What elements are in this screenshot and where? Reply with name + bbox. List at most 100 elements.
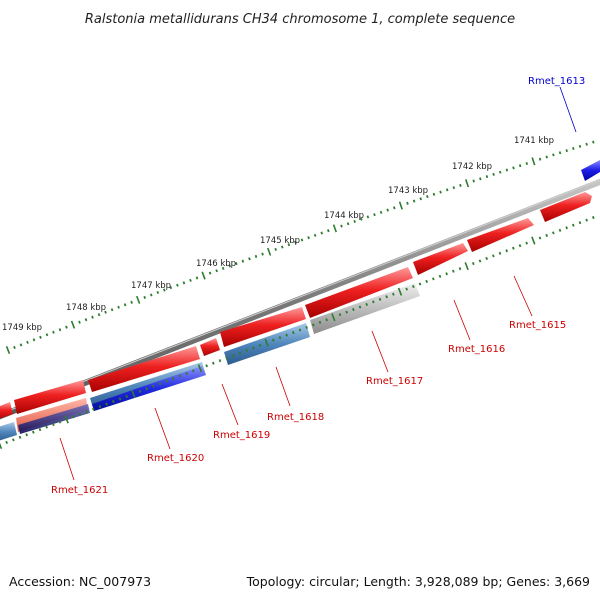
minor-tick — [325, 318, 328, 322]
minor-tick — [385, 295, 388, 299]
major-tick — [201, 271, 206, 280]
gene-arrow[interactable] — [467, 218, 534, 252]
minor-tick — [19, 343, 23, 347]
minor-tick — [78, 320, 81, 324]
gene-arrow[interactable] — [413, 243, 468, 275]
minor-tick — [91, 315, 94, 319]
minor-tick — [158, 382, 162, 386]
minor-tick — [518, 164, 522, 168]
gene-arrow[interactable] — [540, 192, 592, 222]
minor-tick — [39, 335, 42, 339]
gene-arrow[interactable] — [220, 307, 306, 347]
major-tick — [5, 345, 11, 355]
accession-text: Accession: NC_007973 — [9, 574, 151, 589]
minor-tick — [294, 240, 297, 244]
forward-gene-track — [0, 192, 592, 420]
minor-tick — [545, 233, 548, 237]
minor-tick — [312, 323, 315, 327]
minor-tick — [558, 151, 562, 155]
minor-tick — [592, 216, 595, 220]
minor-tick — [145, 387, 148, 391]
minor-tick — [300, 238, 304, 242]
minor-tick — [110, 308, 114, 312]
kbp-label: 1745 kbp — [260, 236, 300, 246]
gene-label-rmet-1615[interactable]: Rmet_1615 — [509, 320, 566, 331]
gene-labels: Rmet_1613 Rmet_1615 Rmet_1616 Rmet_1617 … — [51, 76, 585, 496]
gene-label-rmet-1620[interactable]: Rmet_1620 — [147, 453, 204, 464]
minor-tick — [305, 325, 308, 329]
minor-tick — [472, 262, 475, 266]
minor-tick — [386, 208, 389, 212]
minor-tick — [221, 266, 225, 270]
minor-tick — [338, 313, 342, 317]
major-tick — [197, 364, 203, 373]
minor-tick — [438, 274, 442, 278]
gene-label-rmet-1616[interactable]: Rmet_1616 — [448, 344, 505, 355]
major-tick — [331, 313, 336, 322]
minor-tick — [105, 402, 108, 406]
minor-tick — [238, 351, 242, 355]
inner-scale-ticks — [0, 216, 595, 450]
kbp-label: 1744 kbp — [324, 211, 364, 221]
minor-tick — [352, 308, 355, 312]
gene-rmet-1613[interactable] — [581, 160, 600, 181]
minor-tick — [358, 305, 362, 309]
minor-tick — [182, 281, 186, 285]
gene-arrow[interactable] — [305, 267, 413, 318]
minor-tick — [412, 285, 415, 289]
minor-tick — [65, 325, 68, 329]
minor-tick — [208, 271, 212, 275]
gene-arrow[interactable] — [14, 380, 86, 414]
minor-tick — [215, 269, 218, 273]
gene-arrow[interactable] — [0, 402, 13, 420]
minor-tick — [307, 236, 310, 240]
minor-tick — [12, 438, 15, 442]
minor-tick — [485, 256, 488, 260]
minor-tick — [426, 195, 429, 199]
kbp-labels: 1741 kbp 1742 kbp 1743 kbp 1744 kbp 1745… — [2, 136, 554, 333]
minor-tick — [552, 231, 555, 235]
minor-tick — [38, 428, 42, 432]
minor-tick — [320, 231, 324, 235]
minor-tick — [505, 168, 509, 172]
minor-tick — [525, 162, 529, 166]
minor-tick — [78, 412, 82, 416]
minor-tick — [272, 338, 275, 342]
gene-label-rmet-1619[interactable]: Rmet_1619 — [213, 430, 270, 441]
minor-tick — [552, 153, 555, 157]
minor-tick — [478, 259, 482, 263]
minor-tick — [392, 292, 395, 296]
minor-tick — [485, 175, 489, 179]
gene-arrow[interactable] — [0, 422, 17, 442]
minor-tick — [178, 374, 182, 378]
gene-arrow[interactable] — [88, 346, 200, 392]
minor-tick — [592, 140, 595, 144]
minor-tick — [558, 228, 562, 232]
minor-tick — [26, 340, 29, 344]
minor-tick — [340, 224, 343, 228]
gene-label-rmet-1618[interactable]: Rmet_1618 — [267, 412, 324, 423]
minor-tick — [228, 264, 232, 268]
minor-tick — [578, 221, 582, 225]
minor-tick — [97, 313, 101, 317]
major-tick — [131, 389, 136, 398]
minor-tick — [104, 310, 107, 314]
minor-tick — [459, 183, 462, 187]
major-tick — [264, 338, 269, 347]
minor-tick — [445, 272, 448, 276]
minor-tick — [225, 356, 228, 360]
minor-tick — [45, 425, 48, 429]
minor-tick — [185, 371, 188, 375]
gene-label-rmet-1621[interactable]: Rmet_1621 — [51, 485, 108, 496]
minor-tick — [130, 300, 133, 304]
gene-arrow[interactable] — [200, 338, 220, 356]
gene-arrow[interactable] — [310, 283, 420, 334]
minor-tick — [172, 377, 175, 381]
minor-tick — [512, 166, 515, 170]
gene-arrow[interactable] — [18, 404, 90, 434]
minor-tick — [572, 146, 575, 150]
minor-tick — [52, 330, 55, 334]
minor-tick — [498, 170, 502, 174]
gene-label-rmet-1617[interactable]: Rmet_1617 — [366, 376, 423, 387]
gene-label-rmet-1613[interactable]: Rmet_1613 — [528, 76, 585, 87]
